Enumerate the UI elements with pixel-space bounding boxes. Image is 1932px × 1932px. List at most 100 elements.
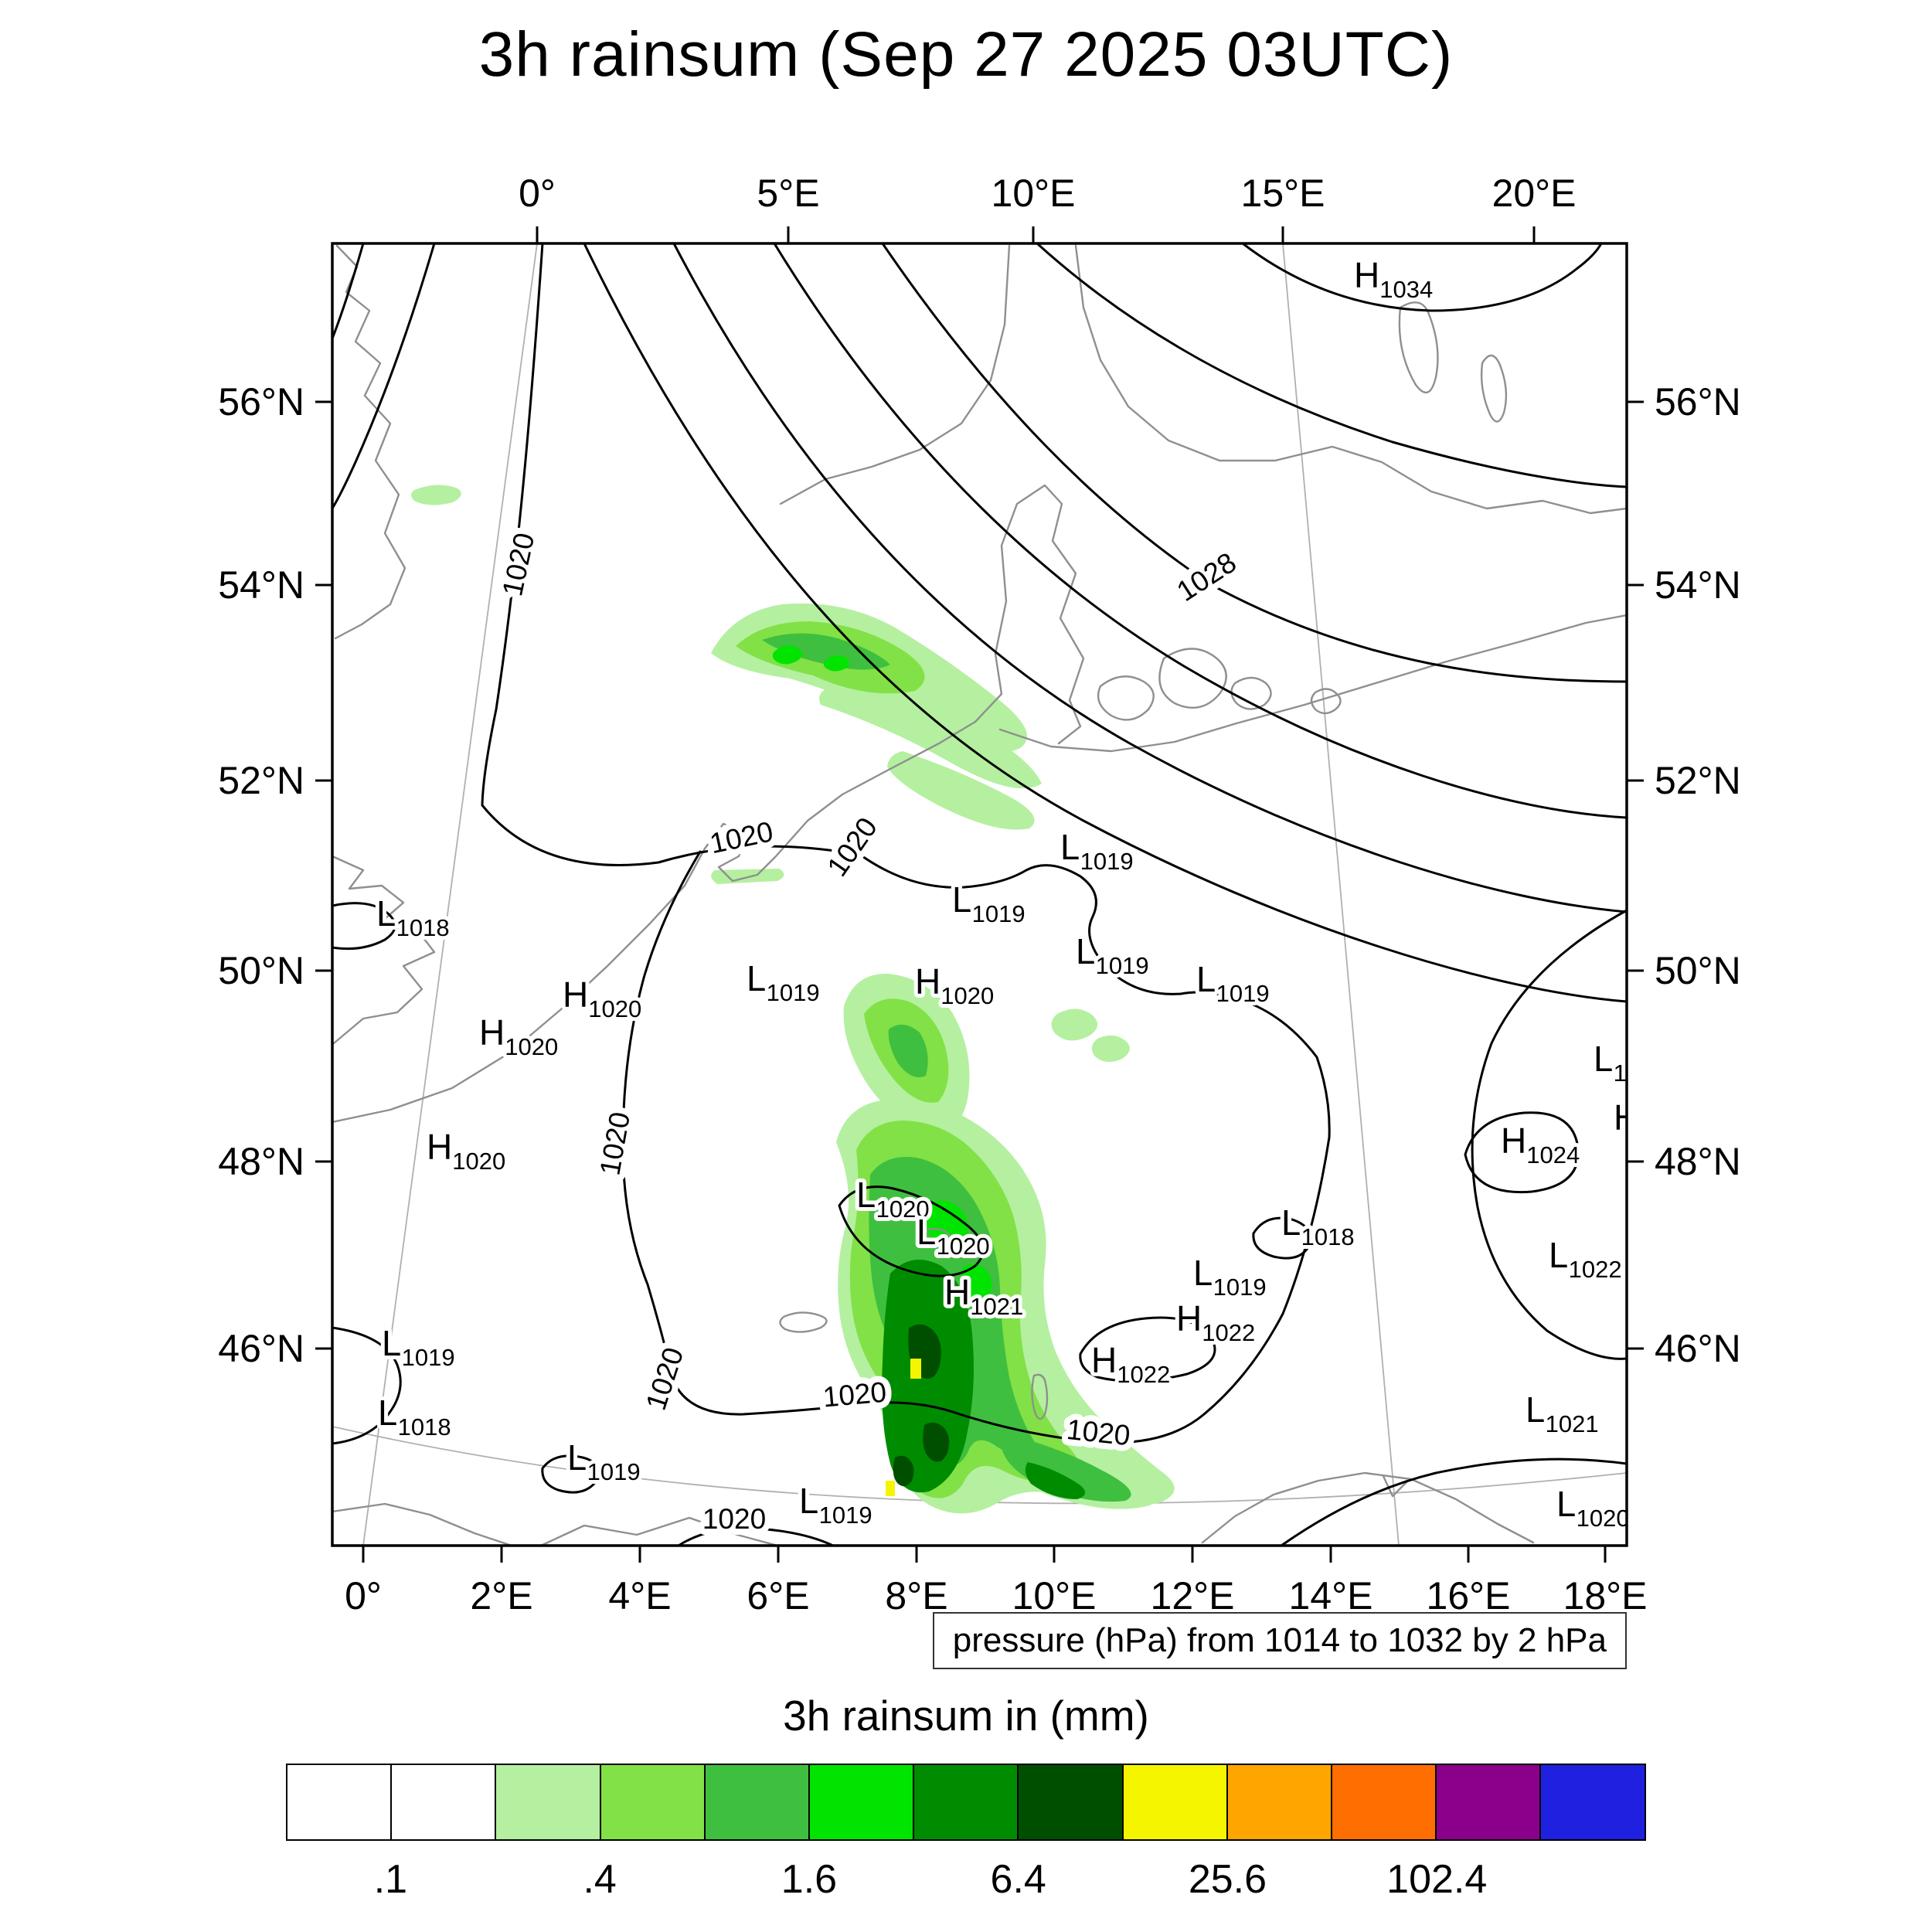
pressure-center-label: L1019 bbox=[952, 879, 1026, 927]
pressure-center-label: L1020 bbox=[856, 1175, 930, 1223]
coastlines bbox=[332, 244, 1627, 1546]
pressure-center-label: H1020 bbox=[427, 1127, 505, 1175]
colorbar-tick-label: 1.6 bbox=[781, 1857, 838, 1902]
contour-low-1018-loop bbox=[1252, 1216, 1312, 1260]
pressure-center-label: L1018 bbox=[378, 1393, 451, 1440]
axis-label-top: 15°E bbox=[1241, 172, 1325, 215]
coast-bornholm bbox=[1310, 688, 1342, 715]
colorbar-tick-label: .1 bbox=[373, 1857, 408, 1902]
coast-liguria bbox=[539, 1516, 779, 1546]
pressure-center-label: H1022 bbox=[1176, 1298, 1255, 1346]
coast-danish-island-1 bbox=[1097, 675, 1155, 721]
coast-sweden bbox=[1074, 244, 1627, 515]
coast-baltic-south bbox=[998, 614, 1627, 753]
coast-istria bbox=[1382, 1475, 1410, 1498]
contour-northwest-2 bbox=[332, 243, 436, 510]
coast-denmark bbox=[974, 484, 1085, 745]
coast-danish-island-3 bbox=[1230, 676, 1272, 710]
contour-label: 1020 bbox=[1065, 1413, 1131, 1451]
map-frame bbox=[331, 242, 1628, 1547]
contour-high-1022-loop bbox=[1079, 1316, 1216, 1383]
pressure-center-label: L1018 bbox=[1281, 1202, 1355, 1250]
coast-britain-southeast bbox=[332, 855, 436, 1045]
pressure-center-label: H1020 bbox=[479, 1012, 558, 1060]
axis-label-right: 50°N bbox=[1655, 949, 1741, 992]
axis-label-left: 56°N bbox=[218, 380, 304, 423]
colorbar-cell bbox=[1435, 1764, 1542, 1841]
coast-norway bbox=[779, 244, 1011, 505]
lake-garda bbox=[1031, 1373, 1049, 1420]
pressure-center-label: H1020 bbox=[915, 961, 994, 1009]
pressure-center-label: L1019 bbox=[1196, 959, 1270, 1007]
coast-gotland bbox=[1398, 301, 1439, 394]
contour-southeast bbox=[1280, 1458, 1627, 1546]
coast-oland bbox=[1480, 354, 1508, 423]
pressure-center-label: H1022 bbox=[1091, 1340, 1170, 1388]
colorbar-tick-label: 25.6 bbox=[1188, 1857, 1267, 1902]
pressure-center-label: L1019 bbox=[747, 958, 820, 1006]
coast-adriatic bbox=[1201, 1471, 1535, 1544]
pressure-center-label: L1022 bbox=[1549, 1235, 1622, 1283]
colorbar-cell bbox=[390, 1764, 497, 1841]
contour-1022 bbox=[583, 243, 1627, 1003]
contour-northwest-1 bbox=[332, 243, 365, 340]
colorbar bbox=[286, 1764, 1646, 1841]
contour-1030 bbox=[1036, 243, 1627, 488]
colorbar-tick-label: .4 bbox=[583, 1857, 617, 1902]
axis-label-left: 52°N bbox=[218, 759, 304, 802]
contour-low-west bbox=[332, 902, 396, 951]
axis-label-bottom: 12°E bbox=[1151, 1574, 1235, 1617]
contour-1020-main bbox=[481, 243, 1331, 1139]
contour-label: 1020 bbox=[496, 530, 540, 599]
contour-label: 1028 bbox=[1172, 546, 1242, 607]
pressure-center-label: H1024 bbox=[1501, 1121, 1580, 1168]
contour-label: 1020 bbox=[594, 1110, 636, 1178]
colorbar-cell bbox=[1121, 1764, 1229, 1841]
lake-constance bbox=[917, 1227, 951, 1246]
contour-1026 bbox=[773, 243, 1627, 819]
axis-label-left: 46°N bbox=[218, 1327, 304, 1370]
pressure-center-label: L1019 bbox=[1060, 827, 1134, 875]
axis-label-bottom: 14°E bbox=[1289, 1574, 1373, 1617]
colorbar-cell bbox=[599, 1764, 706, 1841]
axis-label-right: 56°N bbox=[1655, 380, 1741, 423]
page-title: 3h rainsum (Sep 27 2025 03UTC) bbox=[478, 19, 1454, 90]
contour-label: 1020 bbox=[821, 1376, 888, 1413]
pressure-center-label: L1022 bbox=[1594, 1039, 1667, 1087]
axis-label-bottom: 2°E bbox=[470, 1574, 532, 1617]
pressure-center-label: L1020 bbox=[1556, 1484, 1630, 1532]
axis-label-top: 0° bbox=[519, 172, 556, 215]
pressure-center-label: L1020 bbox=[917, 1212, 990, 1260]
colorbar-tick-label: 102.4 bbox=[1386, 1857, 1488, 1902]
pressure-center-label: L1019 bbox=[1076, 931, 1149, 979]
axis-label-bottom: 6°E bbox=[747, 1574, 809, 1617]
pressure-contours bbox=[332, 243, 1627, 1546]
axis-label-right: 46°N bbox=[1655, 1327, 1741, 1370]
axis-label-bottom: 16°E bbox=[1427, 1574, 1511, 1617]
pressure-center-label: H1034 bbox=[1354, 255, 1433, 303]
pressure-center-label: H bbox=[1614, 1097, 1639, 1138]
axis-label-bottom: 8°E bbox=[885, 1574, 947, 1617]
axis-label-bottom: 0° bbox=[345, 1574, 382, 1617]
contour-low-1019-loop bbox=[541, 1454, 600, 1494]
pressure-center-label: L1018 bbox=[376, 893, 450, 941]
pressure-caption: pressure (hPa) from 1014 to 1032 by 2 hP… bbox=[932, 1612, 1627, 1669]
pressure-center-label: L1019 bbox=[1193, 1253, 1267, 1301]
coast-mediterranean-france bbox=[332, 1502, 513, 1546]
colorbar-cell bbox=[1017, 1764, 1124, 1841]
colorbar-cell bbox=[913, 1764, 1019, 1841]
coast-france-netherlands bbox=[332, 720, 977, 1124]
axis-label-bottom: 4°E bbox=[608, 1574, 671, 1617]
pressure-center-label: L1021 bbox=[1526, 1389, 1599, 1437]
map-axes: 0° 5°E 10°E 15°E 20°E 0° 2°E 4°E 6°E 8°E 10°E 12°E 1… bbox=[218, 172, 1740, 1617]
colorbar-cell bbox=[703, 1764, 811, 1841]
coast-britain-north bbox=[334, 244, 406, 640]
axis-label-left: 48°N bbox=[218, 1140, 304, 1183]
rain-shading bbox=[411, 485, 1175, 1514]
colorbar-cell bbox=[495, 1764, 602, 1841]
colorbar-labels: .1 .4 1.6 6.4 25.6 102.4 bbox=[286, 1856, 1646, 1910]
colorbar-cell bbox=[808, 1764, 915, 1841]
colorbar-cell bbox=[286, 1764, 393, 1841]
axis-label-bottom: 10°E bbox=[1012, 1574, 1097, 1617]
contour-label: 1020 bbox=[702, 1503, 766, 1535]
